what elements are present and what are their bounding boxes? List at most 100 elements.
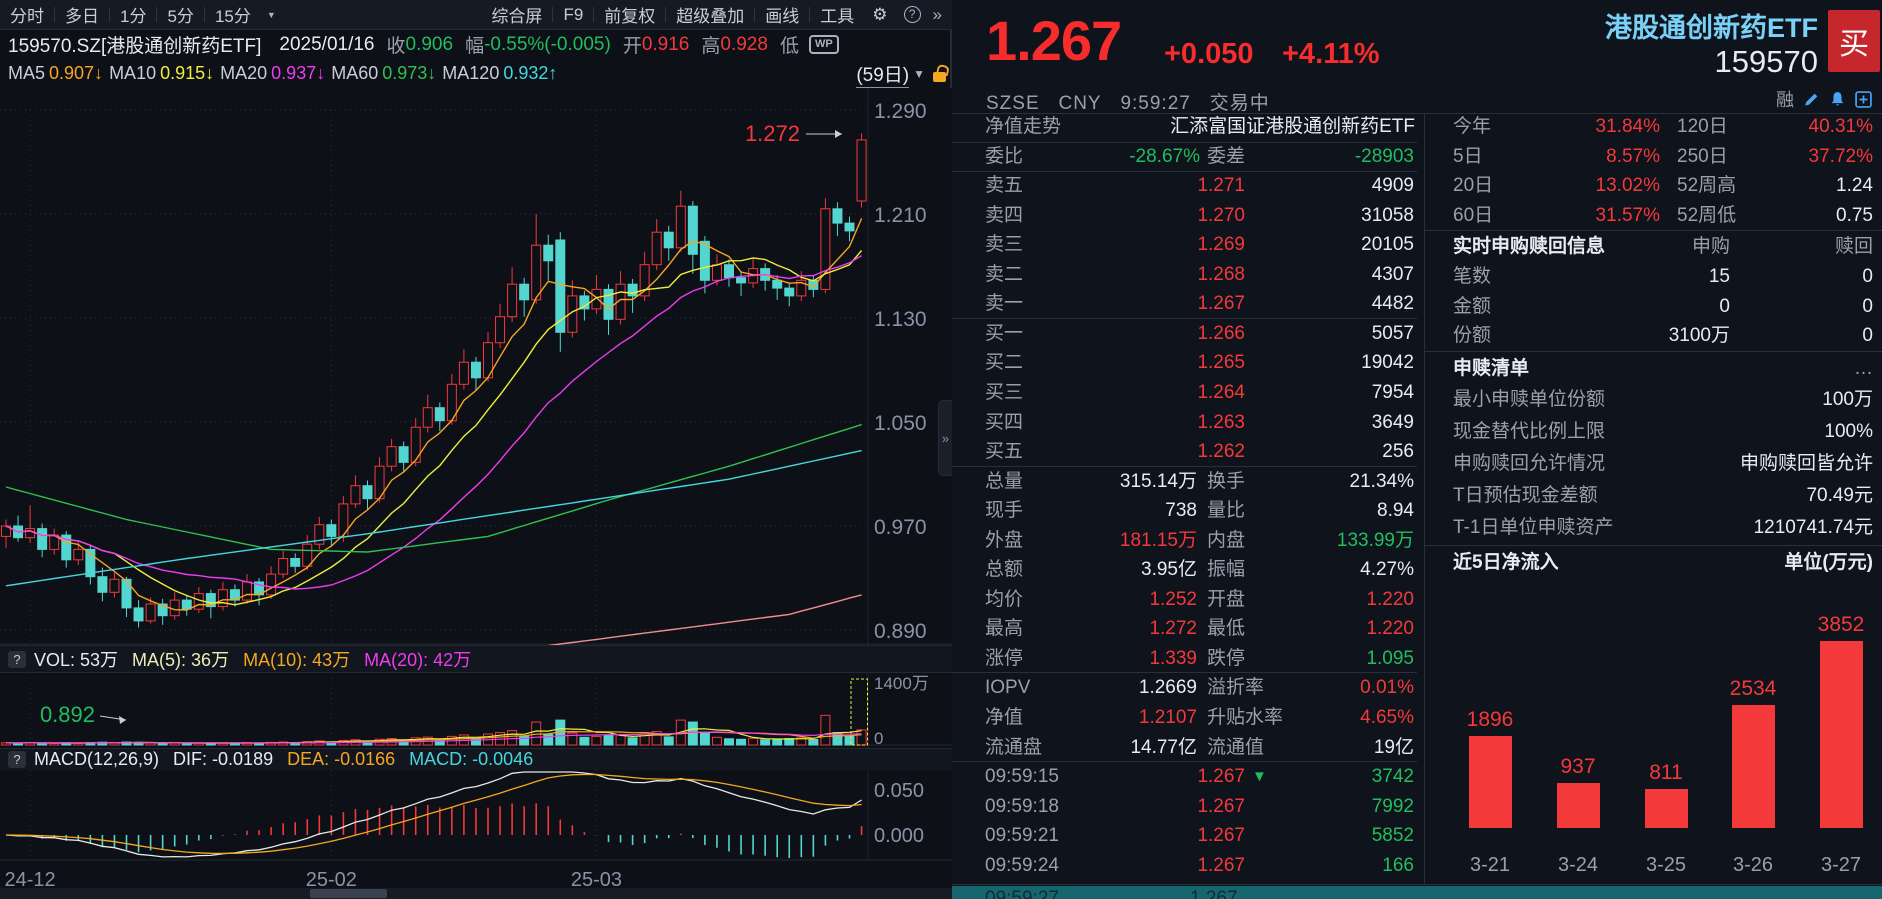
ask-row[interactable]: 卖三 1.269 20105 — [952, 230, 1417, 260]
stat-value: 3.95亿 — [1141, 559, 1197, 580]
security-name: 港股通创新药ETF — [1605, 13, 1818, 43]
flow-bar-date: 3-21 — [1469, 854, 1511, 876]
tab-15分[interactable]: 15分 — [214, 7, 251, 26]
tick-volume: 3742 — [1371, 766, 1414, 787]
menu-画线[interactable]: 画线 — [765, 7, 800, 26]
ask-label: 卖五 — [985, 175, 1024, 196]
stat-value: 19亿 — [1373, 737, 1414, 758]
bid-row[interactable]: 买二 1.265 19042 — [952, 348, 1417, 378]
scrollbar-thumb[interactable] — [310, 889, 387, 898]
tab-多日[interactable]: 多日 — [65, 7, 99, 26]
svg-text:1.130: 1.130 — [874, 308, 927, 331]
pane-help-icon[interactable]: ? — [8, 751, 26, 768]
perf-label: 250日 — [1677, 145, 1728, 167]
section-divider — [1425, 230, 1882, 231]
ask-row[interactable]: 卖二 1.268 4307 — [952, 260, 1417, 290]
kline-chart[interactable]: 1.290 1.210 1.130 1.050 0.970 0.890 24-12 25-02… — [0, 88, 952, 899]
perf-label: 5日 — [1453, 145, 1483, 167]
buy-button[interactable]: 买 — [1828, 10, 1880, 72]
ma-value-MA5: MA5 0.907↓ — [8, 63, 103, 84]
trading-status: 交易中 — [1209, 93, 1270, 114]
panel-collapse-handle[interactable]: » — [938, 400, 952, 476]
menu-工具[interactable]: 工具 — [820, 7, 855, 26]
tick-price: 1.267 — [1197, 766, 1245, 787]
section-divider — [1425, 351, 1882, 352]
perf-value: 1.24 — [1836, 175, 1873, 196]
subscription-value: 0 — [1719, 295, 1730, 317]
menu-items: 综合屏 F9 前复权 超级叠加 画线 工具 — [481, 2, 864, 27]
toolbar-separator — [109, 7, 110, 22]
perf-label: 52周高 — [1677, 175, 1737, 196]
bid-row[interactable]: 买一 1.266 5057 — [952, 319, 1417, 349]
section-divider — [952, 761, 1417, 762]
perf-label: 今年 — [1453, 116, 1492, 137]
tab-5分[interactable]: 5分 — [167, 7, 194, 26]
redemption-header-row[interactable]: 申赎清单… — [1425, 354, 1882, 384]
period-caret-icon[interactable]: ▼ — [913, 66, 925, 81]
menu-综合屏[interactable]: 综合屏 — [491, 7, 543, 26]
subscription-row: 笔数 15 0 — [1425, 262, 1882, 292]
add-icon[interactable] — [1855, 90, 1872, 108]
ask-row[interactable]: 卖五 1.271 4909 — [952, 171, 1417, 201]
tick-price: 1.267 — [1197, 825, 1245, 846]
toolbar-separator — [156, 7, 158, 22]
macd-pane-header: ? MACD(12,26,9) DIF: -0.0189 DEA: -0.0166 MA… — [0, 748, 952, 770]
wp-badge-icon[interactable]: WP — [808, 35, 839, 54]
price-change-pct: +4.11% — [1282, 38, 1380, 70]
stat-row: 净值 1.2107 升贴水率 4.65% — [952, 703, 1417, 733]
redemption-row: 申购赎回允许情况 申购赎回皆允许 — [1425, 449, 1882, 479]
bid-row[interactable]: 买三 1.264 7954 — [952, 378, 1417, 408]
subscription-label: 金额 — [1453, 295, 1492, 317]
kline-svg: 1.290 1.210 1.130 1.050 0.970 0.890 24-12 25-02… — [0, 88, 952, 891]
flow-bar-value: 937 — [1560, 754, 1596, 778]
pane-help-icon[interactable]: ? — [8, 650, 26, 668]
tick-row: 09:59:24 1.267 166 — [952, 851, 1417, 881]
bid-price: 1.265 — [1197, 352, 1245, 373]
bid-row[interactable]: 买五 1.262 256 — [952, 437, 1417, 467]
subscription-row: 金额 0 0 — [1425, 292, 1882, 322]
svg-text:0.050: 0.050 — [874, 780, 924, 802]
header-divider — [952, 113, 1882, 114]
indicator-value: MA(10): 43万 — [243, 650, 351, 670]
stat-value: 1.2669 — [1138, 677, 1197, 698]
chart-toolbar: 分时 多日 1分 5分 15分 ▼ 综合屏 F9 前复权 超级叠加 画线 工具 ⚙ ? » — [0, 0, 952, 30]
tab-1分[interactable]: 1分 — [120, 7, 147, 26]
net-inflow-chart: 1896 3-21 937 3-24 811 3-25 2534 3-26 3852 3-27 — [1425, 560, 1882, 885]
menu-前复权[interactable]: 前复权 — [604, 7, 656, 26]
security-code: 159570 — [1714, 44, 1818, 79]
flow-bar-value: 2534 — [1729, 677, 1777, 701]
period-selector[interactable]: (59日) — [856, 60, 910, 88]
stat-value: 315.14万 — [1119, 471, 1197, 492]
tick-time: 09:59:15 — [985, 766, 1059, 787]
menu-F9[interactable]: F9 — [563, 4, 584, 24]
tab-分时[interactable]: 分时 — [10, 7, 44, 26]
stat-value: 8.94 — [1377, 500, 1414, 521]
bid-label: 买二 — [985, 352, 1024, 373]
period-dropdown-icon[interactable]: ▼ — [266, 9, 276, 20]
perf-value: 31.57% — [1595, 204, 1660, 226]
ma-number: 0.907↓ — [49, 63, 104, 83]
section-divider — [952, 171, 1417, 172]
ask-row[interactable]: 卖四 1.270 31058 — [952, 201, 1417, 231]
chart-scrollbar[interactable] — [0, 888, 952, 899]
stat-row: 涨停 1.339 跌停 1.095 — [952, 644, 1417, 674]
flow-bar-date: 3-26 — [1732, 854, 1774, 876]
flow-bar-date: 3-25 — [1645, 854, 1687, 876]
help-icon[interactable]: ? — [903, 6, 921, 23]
gear-icon[interactable]: ⚙ — [872, 4, 888, 24]
unlock-icon[interactable] — [933, 71, 946, 82]
bid-row[interactable]: 买四 1.263 3649 — [952, 408, 1417, 438]
menu-超级叠加[interactable]: 超级叠加 — [676, 7, 745, 26]
ask-row[interactable]: 卖一 1.267 4482 — [952, 289, 1417, 319]
ask-volume: 31058 — [1361, 205, 1414, 226]
stat-label: 现手 — [985, 500, 1024, 521]
edit-icon[interactable] — [1803, 91, 1820, 108]
perf-row: 今年 31.84% 120日 40.31% — [1425, 112, 1882, 142]
ma-number: 0.937↓ — [271, 63, 326, 83]
redemption-value: 100% — [1824, 421, 1873, 442]
expand-toolbar-icon[interactable]: » — [932, 4, 942, 24]
stat-row: 总额 3.95亿 振幅 4.27% — [952, 555, 1417, 585]
flow-bar-value: 3852 — [1817, 613, 1865, 637]
alert-bell-icon[interactable] — [1829, 91, 1846, 108]
ma-number: 0.932↑ — [503, 63, 558, 83]
